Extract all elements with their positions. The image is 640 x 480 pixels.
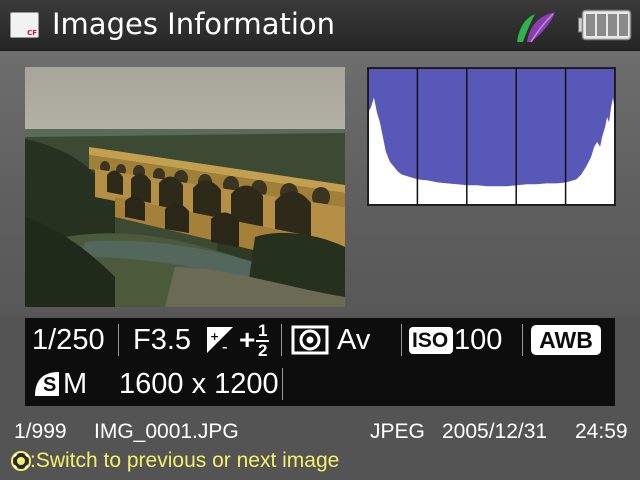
- quality-s-icon: [35, 372, 59, 396]
- capture-date: 2005/12/31: [442, 420, 548, 443]
- exposure-comp-denominator: 2: [258, 341, 268, 360]
- quality-letter: S: [43, 374, 57, 396]
- separator: [401, 324, 402, 356]
- shooting-info-panel: 1/250 F3.5 + – + 1 2 Av ISO 100 AWB: [25, 318, 615, 406]
- shooting-info-row-2: S M 1600 x 1200: [25, 362, 615, 406]
- separator: [282, 368, 283, 400]
- shooting-mode: Av: [337, 324, 371, 356]
- hint-bar: :Switch to previous or next image: [0, 446, 640, 476]
- file-info-bar: 1/999 IMG_0001.JPG JPEG 2005/12/31 24:59: [0, 417, 640, 447]
- separator: [522, 324, 523, 356]
- aperture: F3.5: [133, 324, 192, 356]
- title-bar: CF Images Information: [0, 0, 640, 51]
- resolution: 1600 x 1200: [119, 368, 279, 400]
- white-balance-label: AWB: [539, 327, 593, 353]
- iso-icon: ISO: [409, 327, 453, 354]
- separator: [281, 324, 282, 356]
- capture-time: 24:59: [575, 420, 628, 443]
- page-title: Images Information: [52, 7, 336, 41]
- image-index: 1/999: [14, 420, 67, 443]
- fraction-bar: [256, 340, 269, 342]
- white-balance-badge: AWB: [531, 325, 601, 355]
- separator: [118, 324, 119, 356]
- iso-label: ISO: [412, 329, 449, 352]
- exposure-compensation-icon: + –: [207, 327, 233, 354]
- battery-full-icon: [578, 9, 632, 41]
- svg-text:+: +: [210, 330, 219, 343]
- cf-card-label: CF: [27, 29, 37, 37]
- image-size: M: [63, 368, 88, 400]
- leaf-icon: [517, 12, 555, 43]
- aqueduct-photo: [25, 67, 345, 307]
- navigation-hint: :Switch to previous or next image: [30, 449, 340, 472]
- shooting-info-row-1: 1/250 F3.5 + – + 1 2 Av ISO 100 AWB: [25, 318, 615, 362]
- file-name: IMG_0001.JPG: [94, 420, 239, 443]
- iso-value: 100: [454, 324, 503, 356]
- svg-text:–: –: [222, 341, 228, 354]
- shutter-speed: 1/250: [32, 324, 105, 356]
- dial-icon: [11, 451, 31, 471]
- exposure-comp-numerator: 1: [258, 321, 268, 340]
- file-format: JPEG: [370, 420, 425, 443]
- cf-card-icon: CF: [10, 12, 39, 38]
- histogram-icon: [367, 67, 616, 206]
- evaluative-metering-icon: [291, 325, 329, 355]
- exposure-comp-sign: +: [239, 324, 256, 355]
